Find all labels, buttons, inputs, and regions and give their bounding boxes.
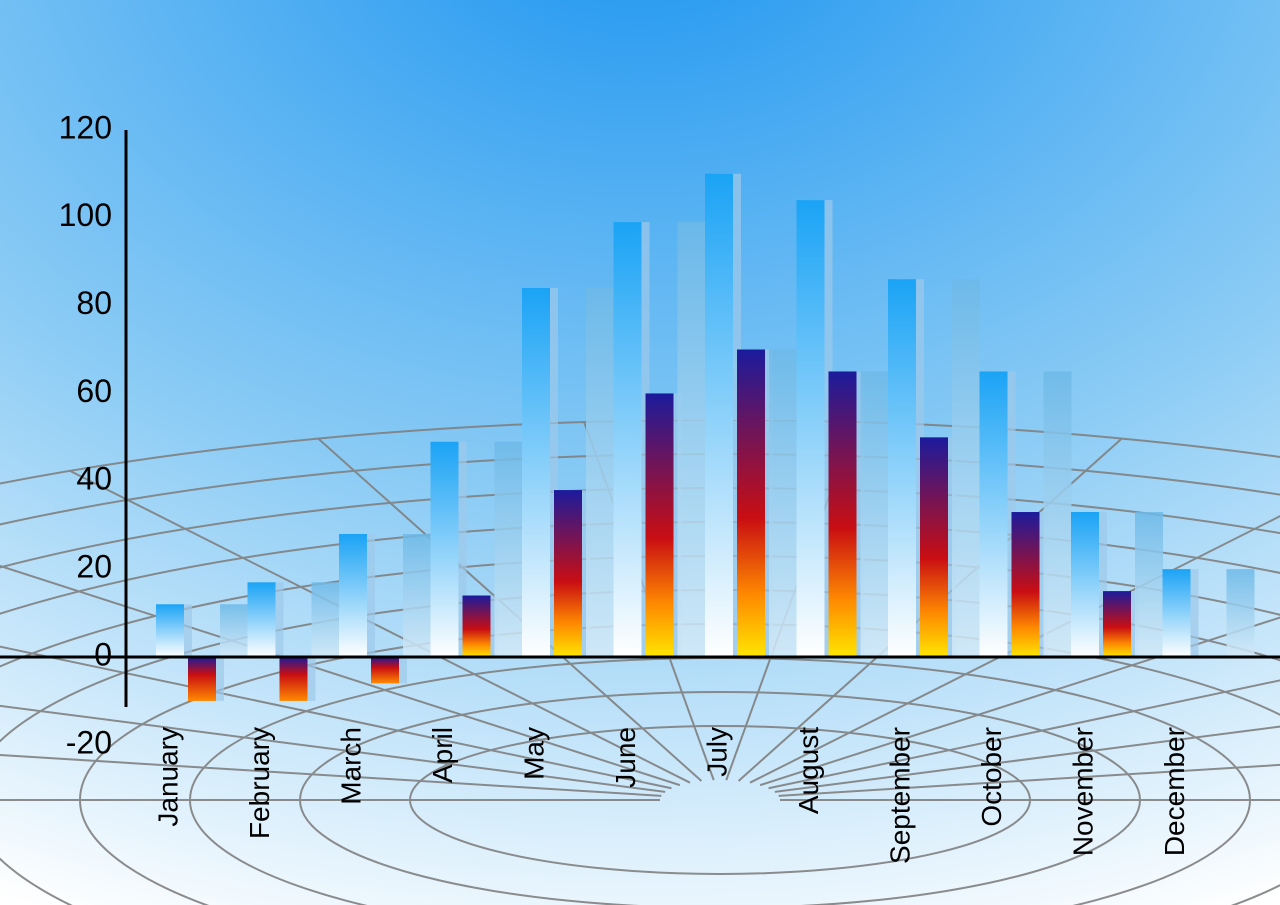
bar-series-a	[980, 371, 1008, 657]
y-tick-label: 60	[76, 373, 112, 409]
y-tick-label: 80	[76, 285, 112, 321]
bar-series-c	[1227, 569, 1255, 657]
bar-series-a	[1163, 569, 1191, 657]
bar-series-c	[220, 604, 248, 657]
bar-series-c	[678, 222, 706, 657]
x-category-label: August	[793, 727, 824, 814]
bar-series-c	[861, 371, 889, 657]
bar-series-b	[463, 595, 491, 657]
chart-container: { "chart": { "type": "bar", "width_px": …	[0, 0, 1280, 905]
y-tick-label: 40	[76, 461, 112, 497]
monthly-bar-chart: -20 0 20 40 60 80 100 120 January February March A…	[0, 0, 1280, 905]
bar-series-c	[769, 349, 797, 657]
bar-series-b	[1103, 591, 1131, 657]
y-tick-label: 0	[94, 636, 112, 672]
bar-series-b	[554, 490, 582, 657]
x-category-label: May	[518, 727, 549, 780]
bar-series-c	[312, 582, 340, 657]
bar-series-c	[1044, 371, 1072, 657]
bar-series-b	[829, 371, 857, 657]
x-category-label: July	[701, 727, 732, 777]
x-category-label: February	[244, 727, 275, 839]
bar-series-b	[280, 657, 308, 701]
bar-series-a	[248, 582, 276, 657]
bar-series-a	[156, 604, 184, 657]
bar-series-a	[888, 279, 916, 657]
x-category-label: April	[427, 727, 458, 783]
x-category-label: October	[976, 727, 1007, 827]
bar-series-c	[495, 442, 523, 657]
y-tick-label: 20	[76, 549, 112, 585]
bar-series-c	[952, 279, 980, 657]
y-tick-label: 120	[59, 109, 112, 145]
y-tick-label: 100	[59, 197, 112, 233]
x-category-label: January	[152, 727, 183, 827]
bar-series-b	[737, 349, 765, 657]
bar-series-a	[614, 222, 642, 657]
bar-series-b	[1012, 512, 1040, 657]
bar-series-c	[403, 534, 431, 657]
bar-series-a	[1071, 512, 1099, 657]
x-category-label: June	[610, 727, 641, 788]
bar-series-a	[797, 200, 825, 657]
bar-series-b	[646, 393, 674, 657]
y-tick-label: -20	[66, 724, 112, 760]
x-category-label: March	[335, 727, 366, 805]
bar-series-a	[339, 534, 367, 657]
bar-series-b	[371, 657, 399, 683]
bar-series-b	[920, 437, 948, 657]
x-category-label: December	[1159, 727, 1190, 856]
bar-series-a	[705, 174, 733, 657]
bar-series-a	[522, 288, 550, 657]
bar-series-c	[1135, 512, 1163, 657]
bar-series-a	[431, 442, 459, 657]
bar-series-c	[586, 288, 614, 657]
bar-series-b	[188, 657, 216, 701]
x-category-label: November	[1067, 727, 1098, 856]
x-category-label: September	[884, 727, 915, 864]
